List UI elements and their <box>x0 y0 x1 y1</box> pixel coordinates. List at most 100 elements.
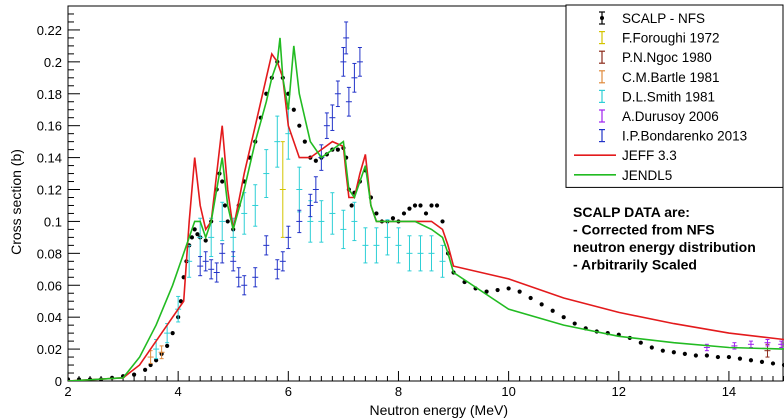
x-tick-label: 12 <box>612 384 626 399</box>
data-point <box>638 340 643 345</box>
data-point <box>759 359 765 364</box>
data-point <box>539 302 544 307</box>
x-tick-label: 6 <box>285 384 292 399</box>
data-point <box>313 158 318 163</box>
data-point <box>726 354 732 360</box>
y-tick-label: 0.08 <box>37 246 62 261</box>
y-tick-label: 0.04 <box>37 310 62 325</box>
data-point <box>418 203 423 208</box>
x-axis-title: Neutron energy (MeV) <box>369 402 508 418</box>
data-point <box>401 211 407 216</box>
series-i-p-bondarenko-2013 <box>197 21 363 296</box>
y-tick-label: 0.18 <box>37 87 62 102</box>
data-point <box>143 367 148 372</box>
data-point <box>203 238 208 243</box>
series-line <box>68 51 784 381</box>
legend-label: D.L.Smith 1981 <box>622 89 715 104</box>
plot-area <box>68 21 784 381</box>
data-point <box>737 356 743 361</box>
annotation-line: - Corrected from NFS <box>573 222 715 238</box>
data-point <box>297 123 302 128</box>
legend-label: C.M.Bartle 1981 <box>622 70 720 85</box>
y-tick-label: 0.06 <box>37 278 62 293</box>
data-point <box>374 211 379 216</box>
series-jendl5 <box>68 37 784 381</box>
data-point <box>165 343 170 348</box>
data-point <box>704 353 709 358</box>
y-axis-title: Cross section (b) <box>8 149 24 255</box>
x-tick-label: 2 <box>64 384 71 399</box>
annotation-line: - Arbitrarily Scaled <box>573 257 697 273</box>
data-point <box>440 219 445 224</box>
data-point <box>148 362 153 368</box>
legend-label: SCALP - NFS <box>622 11 705 26</box>
data-point <box>222 203 228 208</box>
y-tick-label: 0.16 <box>37 119 62 134</box>
x-axis: 2 4 6 8 10 12 14 <box>64 371 784 399</box>
annotation-box: SCALP DATA are: - Corrected from NFSneutr… <box>573 204 756 273</box>
x-tick-label: 8 <box>395 384 402 399</box>
data-point <box>572 321 577 326</box>
y-tick-label: 0.2 <box>44 55 62 70</box>
data-point <box>302 139 307 144</box>
data-point <box>178 299 184 304</box>
data-point <box>671 350 676 355</box>
data-point <box>407 206 412 211</box>
data-point <box>484 289 489 294</box>
data-point <box>423 211 429 216</box>
data-point <box>781 362 784 368</box>
x-tick-label: 4 <box>175 384 182 399</box>
series-f-foroughi-1972 <box>279 141 286 238</box>
y-tick-label: 0.22 <box>37 23 62 38</box>
data-point <box>715 354 721 360</box>
data-point <box>682 351 687 356</box>
y-tick-label: 0 <box>55 374 62 389</box>
data-point <box>335 147 340 152</box>
data-point <box>429 203 434 208</box>
series-c-m-bartle-1981 <box>147 345 165 364</box>
data-point <box>693 353 698 358</box>
data-point <box>561 315 566 320</box>
series-layer <box>68 21 784 381</box>
data-point <box>495 287 500 293</box>
data-point <box>506 286 511 291</box>
legend-label: I.P.Bondarenko 2013 <box>622 129 747 144</box>
plot-border <box>67 5 784 382</box>
data-point <box>189 235 195 240</box>
data-point <box>770 361 776 366</box>
x-tick-label: 14 <box>722 384 736 399</box>
y-tick-label: 0.02 <box>37 342 62 357</box>
data-point <box>349 203 354 208</box>
data-point <box>68 377 71 381</box>
data-point <box>660 348 665 353</box>
plot-frame <box>67 5 784 382</box>
data-point <box>154 358 159 363</box>
data-point <box>649 345 654 350</box>
series-line <box>68 37 784 381</box>
annotation-line: SCALP DATA are: <box>573 204 690 220</box>
legend: SCALP - NFS F.Foroughi 1972 P.N.Ngoc 1980 C… <box>565 4 784 188</box>
legend-label: P.N.Ngoc 1980 <box>622 50 712 65</box>
data-point <box>748 358 754 363</box>
legend-point-swatch <box>600 16 604 20</box>
y-tick-label: 0.14 <box>37 151 62 166</box>
y-tick-label: 0.1 <box>44 214 62 229</box>
series-jeff-3-3 <box>68 51 784 381</box>
data-point <box>517 289 522 294</box>
data-point <box>195 232 200 237</box>
legend-label: A.Durusoy 2006 <box>622 109 719 124</box>
data-point <box>528 295 533 301</box>
legend-label: JENDL5 <box>622 168 672 183</box>
data-point <box>412 203 418 208</box>
x-tick-label: 10 <box>501 384 515 399</box>
data-point <box>550 308 555 313</box>
data-point <box>390 216 396 221</box>
data-point <box>291 107 296 112</box>
data-point <box>225 219 230 224</box>
data-point <box>170 331 175 336</box>
data-point <box>131 372 137 377</box>
annotation-line: neutron energy distribution <box>573 239 756 255</box>
legend-label: F.Foroughi 1972 <box>622 31 720 46</box>
data-point <box>220 179 225 184</box>
